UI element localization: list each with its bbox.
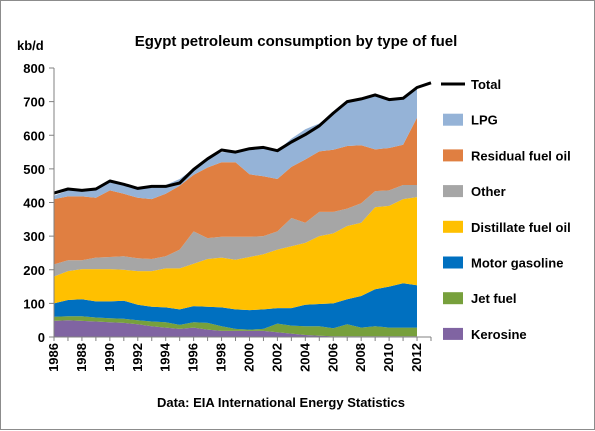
- legend-label-motor-gasoline: Motor gasoline: [471, 256, 563, 271]
- legend-label-jet-fuel: Jet fuel: [471, 291, 517, 306]
- area-layers: [53, 81, 432, 337]
- x-tick-label: 2010: [381, 343, 396, 372]
- legend-swatch-other: [443, 185, 463, 198]
- y-tick-label: 100: [23, 296, 45, 311]
- area-jet-fuel: [54, 316, 417, 337]
- legend-label-other: Other: [471, 184, 506, 199]
- area-motor-gasoline: [54, 283, 417, 330]
- y-tick-label: 800: [23, 61, 45, 76]
- line-total: [53, 81, 432, 195]
- x-tick-label: 2004: [297, 342, 312, 372]
- y-tick-label: 700: [23, 95, 45, 110]
- legend-label-lpg: LPG: [471, 113, 498, 128]
- x-tick-label: 1996: [186, 343, 201, 372]
- area-lpg: [54, 88, 417, 200]
- legend-swatch-motor-gasoline: [443, 256, 463, 269]
- y-tick-label: 500: [23, 162, 45, 177]
- x-tick-label: 1998: [214, 343, 229, 372]
- legend-label-distillate-fuel-oil: Distillate fuel oil: [471, 220, 571, 235]
- y-tick-label: 600: [23, 128, 45, 143]
- legend-label-residual-fuel-oil: Residual fuel oil: [471, 148, 571, 163]
- legend-swatch-lpg: [443, 113, 463, 126]
- legend-swatch-jet-fuel: [443, 292, 463, 305]
- y-tick-label: 300: [23, 229, 45, 244]
- x-tick-label: 1994: [158, 342, 173, 372]
- x-tick-label: 1992: [130, 343, 145, 372]
- chart-title: Egypt petroleum consumption by type of f…: [135, 33, 458, 50]
- x-tick-label: 2008: [353, 343, 368, 372]
- x-tick-label: 2000: [241, 343, 256, 372]
- area-other: [54, 185, 417, 277]
- legend-label-total: Total: [471, 77, 501, 92]
- y-axis-label: kb/d: [17, 38, 44, 53]
- x-tick-label: 1990: [102, 343, 117, 372]
- x-tick-label: 1988: [74, 343, 89, 372]
- x-tick-label: 2002: [269, 343, 284, 372]
- legend-swatch-distillate-fuel-oil: [443, 220, 463, 233]
- legend: Total LPG Residual fuel oil Other Distillate…: [441, 77, 571, 342]
- y-tick-label: 200: [23, 263, 45, 278]
- area-distillate-fuel-oil: [54, 197, 417, 311]
- legend-swatch-residual-fuel-oil: [443, 149, 463, 162]
- area-kerosine: [54, 320, 417, 337]
- legend-swatch-kerosine: [443, 327, 463, 340]
- x-tick-label: 1986: [46, 343, 61, 372]
- x-tick-label: 2006: [325, 343, 340, 372]
- y-tick-label: 0: [38, 330, 45, 345]
- axes: 0 100 200 300 400 500 600 700 800 1986 1988 1990 199…: [23, 61, 432, 372]
- legend-label-kerosine: Kerosine: [471, 327, 527, 342]
- x-tick-label: 2012: [409, 343, 424, 372]
- y-tick-label: 400: [23, 196, 45, 211]
- area-residual-fuel-oil: [54, 117, 417, 265]
- source-note: Data: EIA International Energy Statistic…: [157, 395, 405, 410]
